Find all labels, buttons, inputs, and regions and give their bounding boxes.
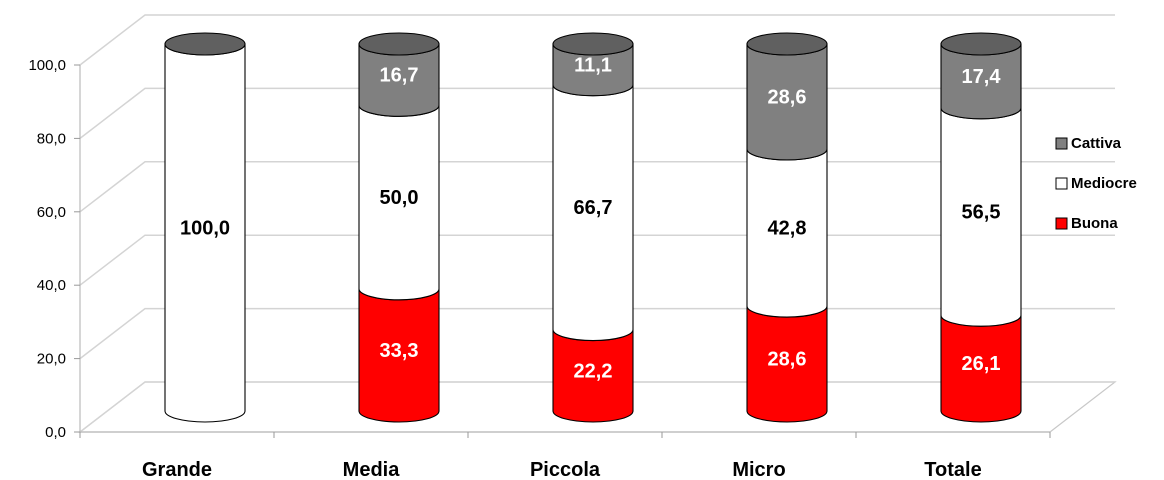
gridline (79, 14, 1115, 66)
data-label-mediocre-grande: 100,0 (180, 218, 230, 240)
y-tick-label: 0,0 (45, 424, 66, 441)
data-label-buona-media: 33,3 (380, 340, 419, 362)
legend-label-mediocre: Mediocre (1071, 175, 1137, 192)
bar-piccola: 22,2 66,7 11,1 (552, 32, 634, 423)
data-label-buona-piccola: 22,2 (574, 360, 613, 382)
data-label-mediocre-media: 50,0 (380, 187, 419, 209)
data-label-cattiva-totale: 17,4 (962, 66, 1002, 88)
bar-top-cap-micro (746, 32, 828, 56)
data-label-buona-micro: 28,6 (768, 349, 807, 371)
legend-swatch-cattiva (1055, 137, 1068, 150)
y-tick-label: 80,0 (37, 130, 66, 147)
bar-top-cap-grande (164, 32, 246, 56)
bars: 100,033,350,016,722,266,711,128,642,828,… (164, 32, 1022, 423)
y-tick-label: 100,0 (28, 57, 66, 74)
data-label-cattiva-media: 16,7 (380, 65, 419, 87)
legend-label-cattiva: Cattiva (1071, 135, 1122, 152)
data-label-mediocre-micro: 42,8 (768, 218, 807, 240)
data-label-cattiva-micro: 28,6 (768, 86, 807, 108)
bar-totale: 26,1 56,5 17,4 (940, 32, 1022, 423)
y-axis-ticks: 0,0 20,0 40,0 60,0 80,0 100,0 (28, 57, 1051, 441)
x-category-totale: Totale (924, 459, 981, 480)
x-category-media: Media (343, 459, 401, 480)
y-tick-label: 60,0 (37, 204, 66, 221)
data-label-mediocre-totale: 56,5 (962, 202, 1001, 224)
bar-micro: 28,6 42,8 28,6 (746, 32, 828, 423)
data-label-cattiva-piccola: 11,1 (574, 54, 612, 76)
y-tick-label: 40,0 (37, 277, 66, 294)
data-label-buona-totale: 26,1 (962, 353, 1001, 375)
bar-top-cap-totale (940, 32, 1022, 56)
x-category-micro: Micro (732, 459, 785, 480)
bar-top-cap-piccola (552, 32, 634, 56)
y-tick-label: 20,0 (37, 351, 66, 368)
bar-media: 33,3 50,0 16,7 (358, 32, 440, 423)
legend-swatch-buona (1055, 217, 1068, 230)
bar-grande: 100,0 (164, 32, 246, 423)
x-category-grande: Grande (142, 459, 212, 480)
bar-top-cap-media (358, 32, 440, 56)
x-category-piccola: Piccola (530, 459, 601, 480)
legend-swatch-mediocre (1055, 177, 1068, 190)
x-axis-categories: Grande Media Piccola Micro Totale (142, 459, 982, 480)
data-label-mediocre-piccola: 66,7 (574, 197, 613, 219)
legend-label-buona: Buona (1071, 215, 1118, 232)
legend: Cattiva Mediocre Buona (1055, 135, 1137, 232)
